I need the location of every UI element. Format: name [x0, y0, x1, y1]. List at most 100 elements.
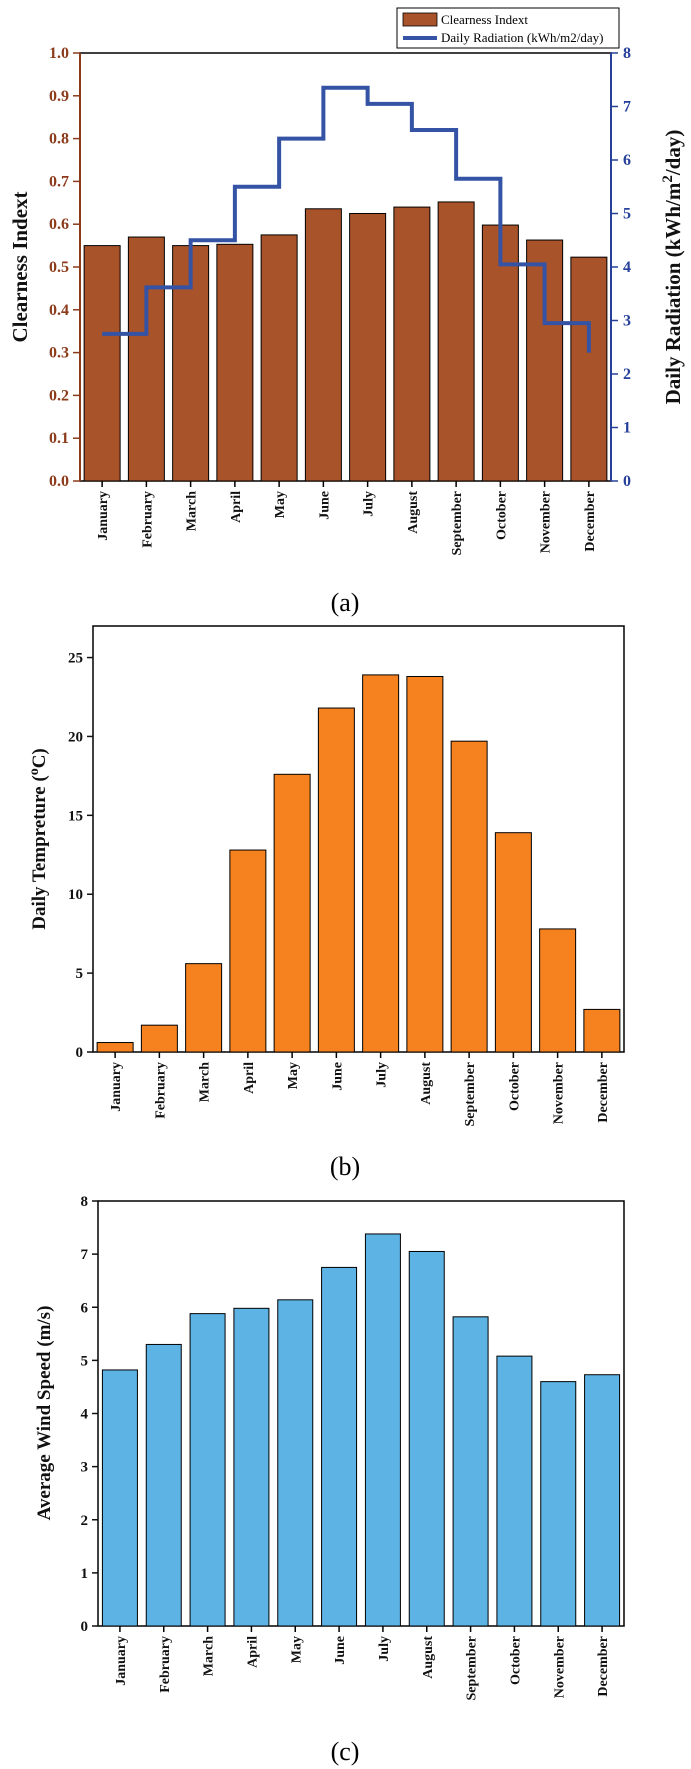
x-tick-label: May: [286, 1062, 301, 1089]
bar-october: [481, 224, 519, 482]
x-tick-label: October: [507, 1062, 522, 1111]
x-tick-label: July: [377, 1636, 392, 1662]
x-tick-label: July: [362, 491, 377, 517]
y-tick-label: 3: [81, 1460, 89, 1476]
x-tick-label: September: [465, 1636, 480, 1701]
y-tick-label: 4: [81, 1407, 89, 1423]
panel-c-caption: (c): [331, 1737, 360, 1766]
bar-august: [406, 675, 444, 1053]
right-tick-label: 4: [623, 259, 631, 276]
bar-february: [127, 236, 165, 482]
x-tick-label: August: [406, 491, 421, 534]
bar-september: [437, 201, 475, 482]
right-tick-label: 3: [623, 313, 631, 330]
x-tick-label: October: [508, 1636, 523, 1685]
right-tick-label: 1: [623, 420, 631, 437]
panel-a-right-axis-label: Daily Radiation (kWh/m2/day): [660, 130, 685, 405]
y-tick-label: 0.5: [49, 259, 69, 276]
panel-a-chart: 0.0 0.1 0.2 0.3 0.4 0.5 0.6 0.7 0.8 0.9 1.0 0 1 2 3 4 5…: [8, 7, 685, 617]
panel-a-x-ticks: January February March April May June July Augu…: [96, 481, 598, 556]
x-tick-label: February: [158, 1636, 173, 1693]
y-tick-label: 20: [68, 729, 83, 745]
panel-b-x-ticks: January February March April May June July Augu…: [109, 1052, 611, 1127]
panel-a-left-ticks: 0.0 0.1 0.2 0.3 0.4 0.5 0.6 0.7 0.8 0.9 1.0: [49, 45, 80, 490]
bar-may: [260, 234, 298, 482]
bar-december: [584, 1374, 621, 1627]
y-tick-label: 6: [81, 1300, 89, 1316]
x-tick-label: September: [463, 1062, 478, 1127]
x-tick-label: March: [185, 491, 200, 531]
y-tick-label: 2: [81, 1513, 89, 1529]
bar-february: [145, 1343, 182, 1627]
panel-a-radiation-step-line: [102, 85, 591, 353]
bar-january: [96, 1042, 134, 1053]
x-tick-label: December: [596, 1636, 611, 1697]
panel-b-y-axis-label: Daily Tempreture (oC): [27, 748, 50, 930]
x-tick-label: January: [96, 491, 111, 541]
x-tick-label: August: [419, 1062, 434, 1105]
y-tick-label: 0: [81, 1619, 89, 1635]
bar-july: [364, 1233, 401, 1627]
x-tick-label: March: [202, 1636, 217, 1676]
panel-a-bars: [83, 201, 608, 482]
bar-july: [349, 213, 387, 482]
x-tick-label: November: [552, 1636, 567, 1698]
x-tick-label: June: [317, 491, 332, 520]
bar-november: [539, 928, 577, 1053]
bar-march: [189, 1313, 226, 1627]
bar-september: [450, 740, 488, 1053]
x-tick-label: December: [583, 491, 598, 552]
y-tick-label: 5: [76, 966, 84, 982]
y-tick-label: 0.9: [49, 88, 69, 105]
legend-bar-label: Clearness Indext: [441, 12, 528, 27]
y-tick-label: 5: [81, 1353, 89, 1369]
y-tick-label: 0.0: [49, 473, 69, 490]
x-tick-label: February: [153, 1062, 168, 1119]
right-tick-label: 8: [623, 45, 631, 62]
bar-april: [233, 1307, 270, 1627]
y-tick-label: 0.1: [49, 430, 69, 447]
y-tick-label: 0: [76, 1045, 84, 1061]
x-tick-label: November: [539, 491, 554, 553]
panel-a-right-ticks: 0 1 2 3 4 5 6 7 8: [611, 45, 631, 490]
y-tick-label: 8: [81, 1194, 89, 1210]
y-tick-label: 0.6: [49, 216, 69, 233]
y-tick-label: 0.8: [49, 131, 69, 148]
panel-c-x-ticks: January February March April May June July Augu…: [114, 1626, 611, 1701]
bar-july: [362, 674, 400, 1053]
x-tick-label: June: [333, 1636, 348, 1665]
y-tick-label: 10: [68, 887, 83, 903]
x-tick-label: June: [330, 1062, 345, 1091]
x-tick-label: September: [450, 491, 465, 556]
bar-february: [140, 1024, 178, 1053]
bar-november: [540, 1381, 577, 1627]
x-tick-label: April: [245, 1636, 260, 1668]
panel-c-chart: 0 1 2 3 4 5 6 7 8 January February March April May Ju…: [34, 1194, 625, 1766]
right-tick-label: 0: [623, 473, 631, 490]
panel-c-y-ticks: 0 1 2 3 4 5 6 7 8: [81, 1194, 98, 1635]
x-tick-label: January: [109, 1062, 124, 1112]
y-tick-label: 7: [81, 1247, 89, 1263]
x-tick-label: May: [289, 1636, 304, 1663]
bar-august: [393, 206, 431, 482]
x-tick-label: February: [140, 491, 155, 548]
right-tick-label: 5: [623, 206, 631, 223]
x-tick-label: October: [494, 491, 509, 540]
panel-a-caption: (a): [331, 588, 360, 617]
bar-december: [583, 1008, 621, 1053]
bar-september: [452, 1316, 489, 1627]
right-tick-label: 6: [623, 152, 631, 169]
bar-june: [304, 208, 342, 482]
y-tick-label: 0.3: [49, 345, 69, 362]
bar-october: [494, 832, 532, 1053]
bar-april: [216, 243, 254, 482]
panel-b-plot-frame: [92, 625, 625, 1053]
y-tick-label: 0.4: [49, 302, 69, 319]
panel-b-y-ticks: 0 5 10 15 20 25: [68, 651, 93, 1061]
x-tick-label: November: [552, 1062, 567, 1124]
panel-c-y-axis-label: Average Wind Speed (m/s): [34, 1306, 55, 1521]
x-tick-label: May: [273, 491, 288, 518]
y-tick-label: 0.2: [49, 387, 69, 404]
